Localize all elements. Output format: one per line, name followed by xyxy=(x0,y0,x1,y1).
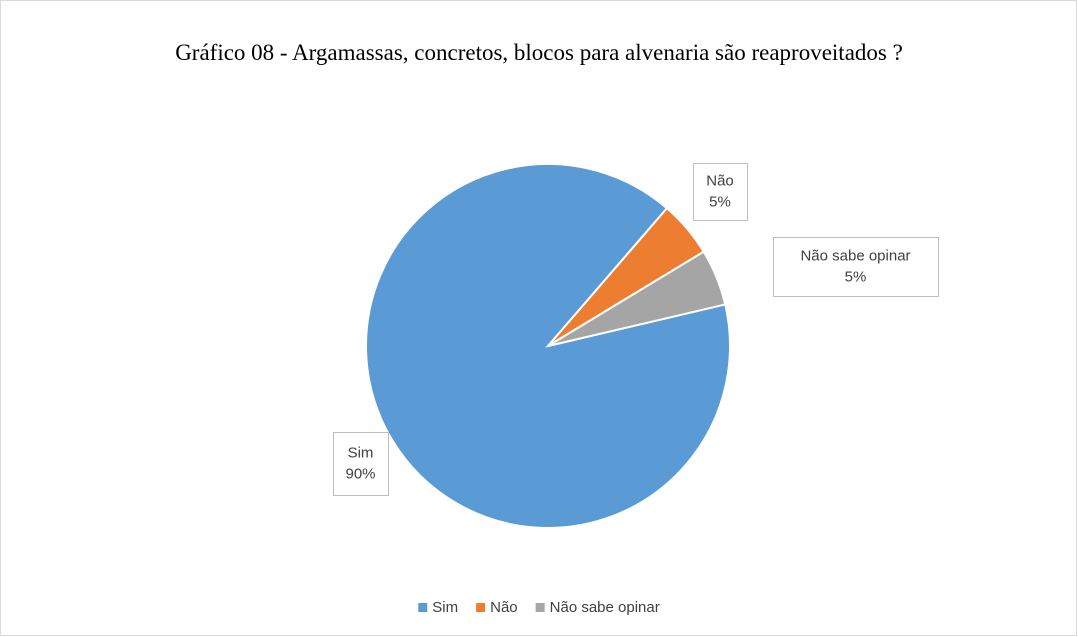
data-label-category: Sim xyxy=(348,444,374,461)
legend-label: Sim xyxy=(432,599,458,616)
legend-swatch xyxy=(476,603,486,612)
legend-swatch xyxy=(418,603,428,612)
legend-label: Não xyxy=(490,599,518,616)
data-label-box xyxy=(773,237,939,297)
data-label-box xyxy=(693,163,748,221)
data-label-category: Não xyxy=(706,172,734,189)
data-label-value: 5% xyxy=(709,193,731,210)
data-label-box xyxy=(333,432,389,496)
pie-slice xyxy=(547,250,727,347)
legend-label: Não sabe opinar xyxy=(550,599,660,616)
data-label-category: Não sabe opinar xyxy=(800,247,910,264)
data-label-value: 90% xyxy=(345,465,375,482)
chart-title: Gráfico 08 - Argamassas, concretos, bloc… xyxy=(175,40,903,65)
legend-swatch xyxy=(535,603,545,612)
data-label-value: 5% xyxy=(845,268,867,285)
